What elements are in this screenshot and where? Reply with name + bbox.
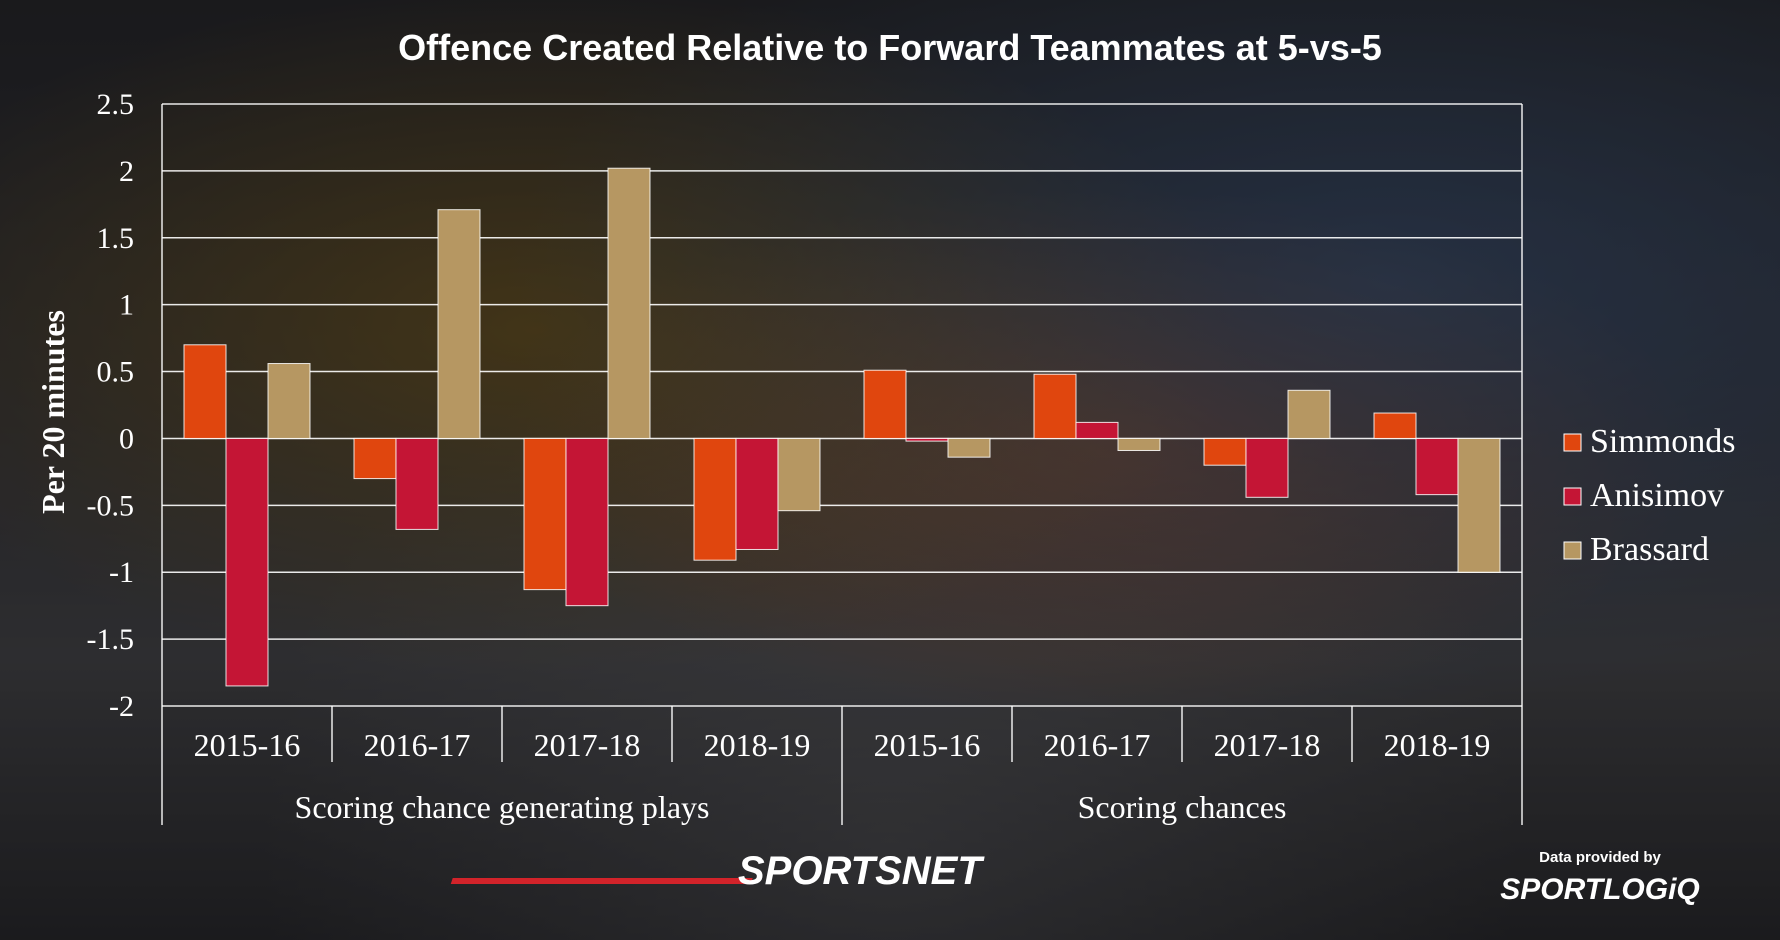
sportsnet-logo-stripe	[450, 878, 753, 884]
y-axis-label: Per 20 minutes	[35, 310, 71, 514]
y-tick-label: 1	[119, 289, 134, 322]
x-tick-label: 2018-19	[704, 727, 811, 763]
legend: Simmonds Anisimov Brassard	[1563, 423, 1735, 568]
bar-simmonds-3	[693, 437, 737, 561]
bar-brassard-2	[607, 167, 651, 439]
chart-title: Offence Created Relative to Forward Team…	[398, 27, 1382, 68]
legend-swatch-anisimov	[1563, 487, 1582, 506]
y-tick-label: 1.5	[97, 222, 135, 255]
bar-simmonds-0	[183, 344, 227, 439]
data-credit-line: Data provided by	[1539, 849, 1661, 866]
bar-brassard-5	[1117, 437, 1161, 451]
x-group-label: Scoring chance generating plays	[295, 789, 710, 825]
x-tick-label: 2016-17	[1044, 727, 1151, 763]
x-tick-label: 2017-18	[534, 727, 641, 763]
x-tick-label: 2015-16	[874, 727, 981, 763]
bar-anisimov-6	[1245, 437, 1289, 498]
sportsnet-logo: SPORTSNET	[450, 849, 985, 893]
bar-brassard-4	[947, 437, 991, 458]
x-group-label: Scoring chances	[1078, 789, 1287, 825]
bars	[183, 167, 1501, 687]
legend-label-anisimov: Anisimov	[1590, 477, 1724, 514]
bar-simmonds-4	[863, 369, 907, 439]
x-axis: 2015-16 2016-17 2017-18 2018-19 2015-16 2016-…	[161, 706, 1523, 825]
bar-brassard-3	[777, 437, 821, 512]
bar-simmonds-5	[1033, 373, 1077, 439]
y-tick-label: 0.5	[97, 356, 135, 389]
legend-swatch-brassard	[1563, 541, 1582, 560]
bar-brassard-7	[1457, 437, 1501, 573]
y-tick-label: 0	[119, 422, 134, 455]
bar-brassard-6	[1287, 389, 1331, 439]
sportsnet-logo-text: SPORTSNET	[738, 849, 985, 893]
bar-anisimov-3	[735, 437, 779, 550]
bar-anisimov-5	[1075, 421, 1119, 439]
y-tick-label: 2	[119, 155, 134, 188]
bar-simmonds-6	[1203, 437, 1247, 466]
y-tick-label: 2.5	[97, 88, 135, 121]
bar-brassard-0	[267, 363, 311, 439]
bar-simmonds-7	[1373, 412, 1417, 439]
x-tick-label: 2016-17	[364, 727, 471, 763]
bar-brassard-1	[437, 209, 481, 439]
bar-simmonds-2	[523, 437, 567, 591]
y-tick-label: -2	[109, 690, 134, 723]
x-tick-label: 2018-19	[1384, 727, 1491, 763]
bar-anisimov-4	[905, 437, 949, 442]
bar-anisimov-0	[225, 437, 269, 687]
y-tick-label: -1.5	[87, 623, 135, 656]
bar-simmonds-1	[353, 437, 397, 480]
bar-anisimov-7	[1415, 437, 1459, 496]
y-tick-label: -1	[109, 556, 134, 589]
bar-anisimov-2	[565, 437, 609, 607]
y-tick-label: -0.5	[87, 489, 135, 522]
sportlogiq-logo: SPORTLOGiQ	[1500, 873, 1699, 906]
bar-anisimov-1	[395, 437, 439, 530]
y-axis-ticks: 2.5 2 1.5 1 0.5 0 -0.5 -1 -1.5 -2	[87, 88, 135, 723]
x-tick-label: 2015-16	[194, 727, 301, 763]
x-tick-label: 2017-18	[1214, 727, 1321, 763]
legend-label-simmonds: Simmonds	[1590, 423, 1735, 460]
legend-label-brassard: Brassard	[1590, 531, 1709, 568]
legend-swatch-simmonds	[1563, 433, 1582, 452]
